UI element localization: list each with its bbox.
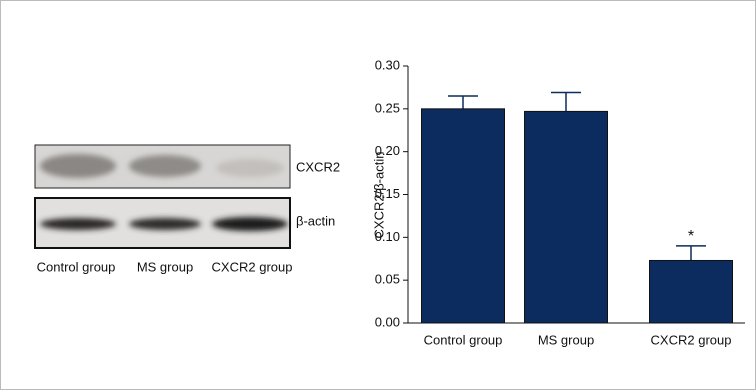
y-tick-label: 0.00 — [375, 314, 400, 329]
blot-band — [216, 159, 284, 177]
figure: CXCR2 β-actin Control group MS group CXC… — [0, 0, 756, 390]
y-tick-label: 0.30 — [375, 57, 400, 72]
band-label: CXCR2 — [296, 159, 340, 174]
blot-band — [40, 218, 116, 230]
y-tick-label: 0.10 — [375, 229, 400, 244]
bar — [422, 109, 505, 323]
bar — [650, 260, 733, 323]
bar — [525, 111, 608, 323]
lane-label: Control group — [37, 259, 116, 274]
annotation: * — [688, 228, 694, 245]
lane-label: MS group — [137, 259, 193, 274]
band-label: β-actin — [296, 213, 335, 228]
blot-band — [212, 217, 288, 231]
x-tick-label: MS group — [538, 332, 594, 347]
blot: CXCR2 β-actin Control group MS group CXC… — [35, 145, 340, 274]
y-tick-label: 0.05 — [375, 272, 400, 287]
blot-band — [40, 154, 116, 178]
y-tick-label: 0.15 — [375, 186, 400, 201]
lane-label: CXCR2 group — [212, 259, 293, 274]
x-tick-label: Control group — [424, 332, 503, 347]
blot-band — [129, 218, 201, 230]
y-tick-label: 0.25 — [375, 100, 400, 115]
x-tick-label: CXCR2 group — [651, 332, 732, 347]
blot-band — [129, 155, 201, 177]
y-tick-label: 0.20 — [375, 143, 400, 158]
